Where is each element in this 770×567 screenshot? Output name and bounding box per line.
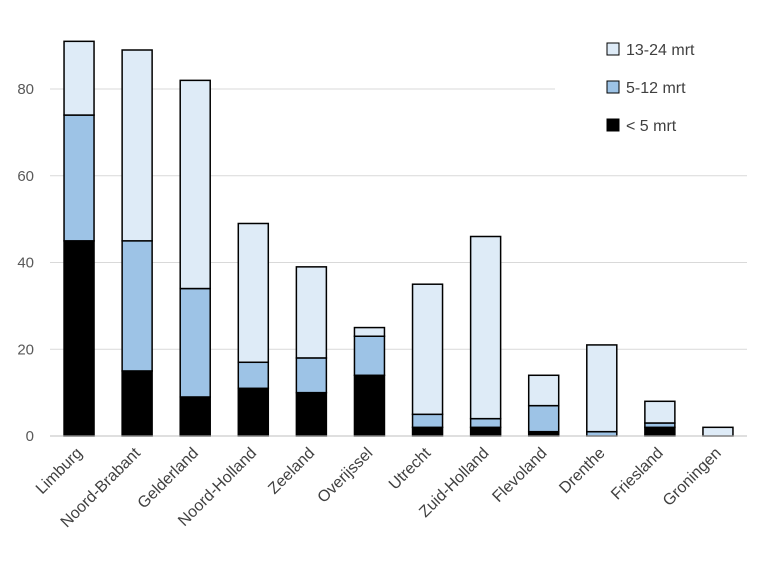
legend-label: 5-12 mrt	[626, 80, 686, 97]
x-tick-label: Flevoland	[489, 445, 550, 506]
x-axis-labels: LimburgNoord-BrabantGelderlandNoord-Holl…	[33, 444, 725, 531]
bar-segment	[353, 326, 386, 337]
bar-segment	[237, 361, 270, 390]
x-tick-label: Drenthe	[556, 445, 608, 497]
bar-segment	[295, 266, 328, 359]
bar-segment	[644, 426, 676, 437]
legend: 13-24 mrt 5-12 mrt < 5 mrt	[606, 42, 695, 135]
bar-segment	[63, 240, 95, 437]
y-tick-label: 40	[17, 255, 34, 272]
bar-segment	[411, 413, 444, 429]
legend-label: < 5 mrt	[626, 118, 677, 135]
bar-segment	[237, 222, 270, 364]
bar-segment	[411, 283, 444, 416]
bar-segment	[586, 344, 618, 433]
y-tick-label: 80	[17, 81, 34, 98]
bar-segment	[179, 287, 211, 398]
bar-segment	[469, 426, 502, 437]
bar-segment	[295, 357, 328, 394]
y-tick-label: 0	[26, 428, 34, 445]
bar-segment	[353, 374, 386, 437]
bar-segment	[179, 79, 211, 290]
bar-segment	[121, 370, 153, 437]
bar-segment	[295, 391, 328, 437]
bar-segment	[469, 417, 502, 429]
y-tick-label: 60	[17, 168, 34, 185]
x-tick-label: Limburg	[33, 445, 86, 498]
legend-label: 13-24 mrt	[626, 42, 695, 59]
x-tick-label: Zeeland	[265, 445, 318, 498]
bar-segment	[702, 426, 734, 437]
bar-segment	[469, 235, 502, 420]
legend-swatch	[606, 118, 620, 132]
x-tick-label: Overijssel	[315, 445, 377, 507]
bar-segment	[63, 40, 95, 116]
y-axis-ticks: 0 20 40 60 80	[17, 81, 34, 445]
x-tick-label: Friesland	[608, 445, 667, 504]
legend-swatch	[606, 80, 620, 94]
bar-segment	[411, 426, 444, 437]
legend-swatch	[606, 42, 620, 56]
bar-segment	[63, 114, 95, 242]
y-tick-label: 20	[17, 341, 34, 358]
bar-segment	[121, 49, 153, 242]
bar-segment	[237, 387, 270, 437]
bar-segment	[121, 240, 153, 372]
bar-segment	[527, 374, 560, 407]
bar-segment	[527, 404, 560, 433]
bar-segment	[179, 396, 211, 437]
x-tick-label: Groningen	[660, 445, 725, 510]
x-tick-label: Utrecht	[386, 444, 435, 493]
bar-segment	[644, 400, 676, 424]
bar-segment	[353, 335, 386, 377]
bars	[63, 40, 734, 437]
